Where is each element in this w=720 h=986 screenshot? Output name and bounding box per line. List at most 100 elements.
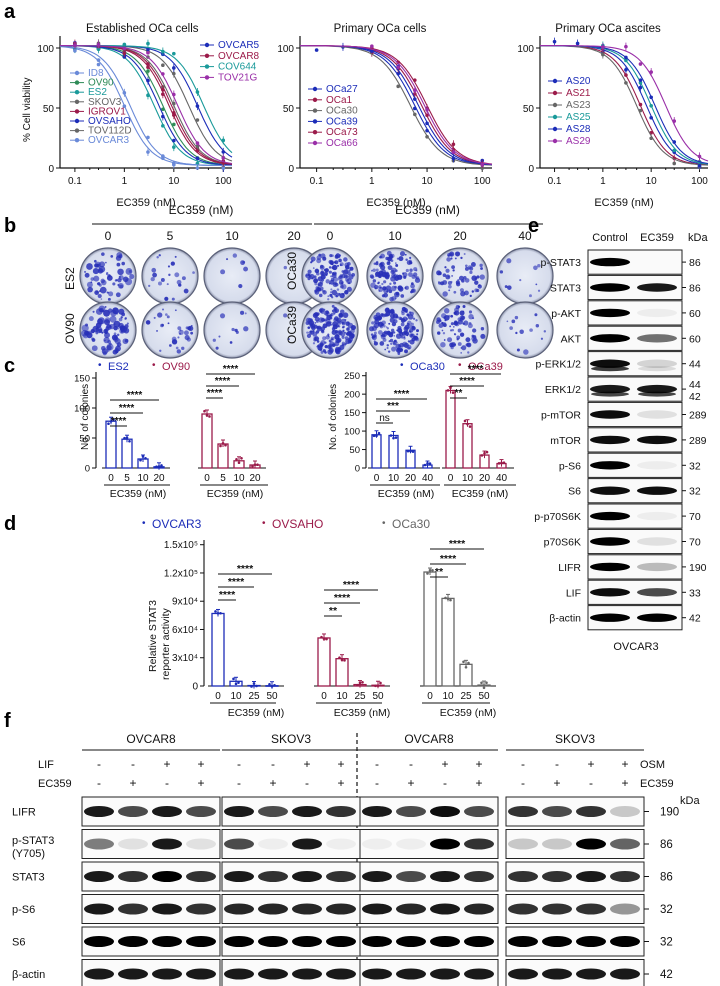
colony bbox=[337, 294, 340, 297]
plate-dose-label: 40 bbox=[518, 229, 532, 243]
colony bbox=[347, 322, 354, 329]
colony bbox=[346, 286, 352, 292]
blot-band bbox=[638, 366, 676, 372]
colony bbox=[117, 268, 124, 276]
point-OVCAR3 bbox=[161, 154, 165, 158]
bar-point bbox=[139, 458, 142, 462]
y-tick-label: 50 bbox=[43, 104, 55, 115]
colony bbox=[118, 275, 121, 279]
legend-primary-OCa30: OCa30 bbox=[326, 106, 358, 117]
colony bbox=[325, 310, 329, 315]
colony bbox=[346, 278, 352, 285]
bar-point bbox=[449, 386, 452, 389]
blot-strip bbox=[505, 829, 645, 859]
colony bbox=[388, 332, 394, 338]
colony bbox=[345, 264, 350, 270]
colony bbox=[535, 324, 540, 328]
colony bbox=[151, 267, 157, 273]
colony bbox=[371, 321, 375, 325]
colony bbox=[167, 322, 170, 325]
mw-label: 32 bbox=[689, 460, 701, 472]
blot-band bbox=[638, 391, 676, 397]
point-AS28 bbox=[638, 78, 643, 82]
x-tick-label: 0 bbox=[427, 691, 433, 702]
colony bbox=[392, 341, 396, 344]
legend-marker bbox=[312, 119, 318, 124]
treat-ec359-right: EC359 bbox=[640, 778, 674, 790]
colony bbox=[499, 270, 504, 274]
bar-point bbox=[406, 449, 410, 453]
colony bbox=[231, 327, 235, 332]
colony bbox=[407, 340, 411, 343]
bar-point bbox=[428, 569, 432, 572]
blot-band bbox=[590, 613, 630, 622]
axis-xlabel: EC359 (nM) bbox=[334, 707, 391, 719]
colony bbox=[320, 340, 326, 346]
blot-band bbox=[637, 588, 677, 597]
colony bbox=[315, 330, 320, 334]
legend-OVSAHO: OVSAHO bbox=[272, 517, 323, 531]
x-tick-label: 100 bbox=[215, 176, 232, 187]
x-tick-label: 50 bbox=[372, 691, 384, 702]
bar-point bbox=[144, 457, 147, 460]
point-AS29 bbox=[638, 62, 643, 66]
colony bbox=[444, 266, 447, 269]
colony bbox=[287, 338, 290, 341]
blot-band bbox=[590, 308, 630, 318]
blot-band bbox=[610, 968, 640, 980]
bar-point bbox=[463, 419, 467, 423]
colony bbox=[456, 337, 460, 341]
point-TOV21G bbox=[122, 46, 127, 51]
bar-OCa30 bbox=[423, 571, 437, 687]
colony bbox=[438, 281, 442, 285]
colony bbox=[319, 348, 323, 352]
legend-primary-OCa27: OCa27 bbox=[326, 84, 358, 95]
colony bbox=[307, 326, 311, 330]
point-OCa39 bbox=[370, 49, 374, 53]
colony bbox=[307, 269, 312, 274]
lif-sign: + bbox=[621, 757, 628, 771]
colony bbox=[402, 341, 408, 347]
colony bbox=[460, 346, 463, 349]
colony bbox=[212, 338, 216, 342]
colony bbox=[190, 331, 194, 335]
bar-point bbox=[464, 665, 468, 669]
colony bbox=[340, 309, 345, 315]
y-tick-label: 50 bbox=[283, 104, 295, 115]
x-tick-label: 40 bbox=[422, 473, 434, 484]
y-tick-label: 50 bbox=[79, 434, 90, 445]
colony bbox=[98, 283, 102, 287]
bar-point bbox=[500, 461, 503, 465]
bar-point bbox=[155, 465, 158, 468]
colony bbox=[159, 349, 162, 352]
colony bbox=[157, 312, 163, 318]
chart-title: Primary OCa cells bbox=[334, 23, 427, 35]
blot-band bbox=[637, 283, 677, 292]
bar-point bbox=[320, 635, 323, 639]
colony bbox=[336, 337, 342, 343]
y-tick-label: 100 bbox=[517, 44, 534, 55]
blot-band bbox=[258, 903, 288, 915]
colony bbox=[460, 291, 466, 297]
colony bbox=[445, 268, 450, 273]
colony bbox=[412, 317, 416, 320]
bar-point bbox=[107, 422, 110, 426]
colony bbox=[468, 321, 472, 325]
point-OVCAR3 bbox=[146, 135, 150, 140]
colony bbox=[84, 272, 90, 278]
sig-label: **** bbox=[449, 538, 466, 550]
colony bbox=[469, 270, 473, 275]
point-AS25 bbox=[624, 58, 628, 63]
blot-band bbox=[326, 903, 356, 915]
colony bbox=[400, 294, 405, 298]
colony bbox=[537, 264, 541, 268]
bar-ES2 bbox=[105, 420, 117, 469]
blot-band bbox=[464, 968, 494, 980]
colony bbox=[124, 324, 129, 329]
bar-point bbox=[109, 420, 113, 423]
colony bbox=[346, 262, 351, 266]
colony bbox=[329, 254, 333, 258]
colony bbox=[335, 346, 341, 352]
plate-dose-label: 0 bbox=[327, 229, 334, 243]
legend-oca39: OCa39 bbox=[468, 361, 503, 373]
